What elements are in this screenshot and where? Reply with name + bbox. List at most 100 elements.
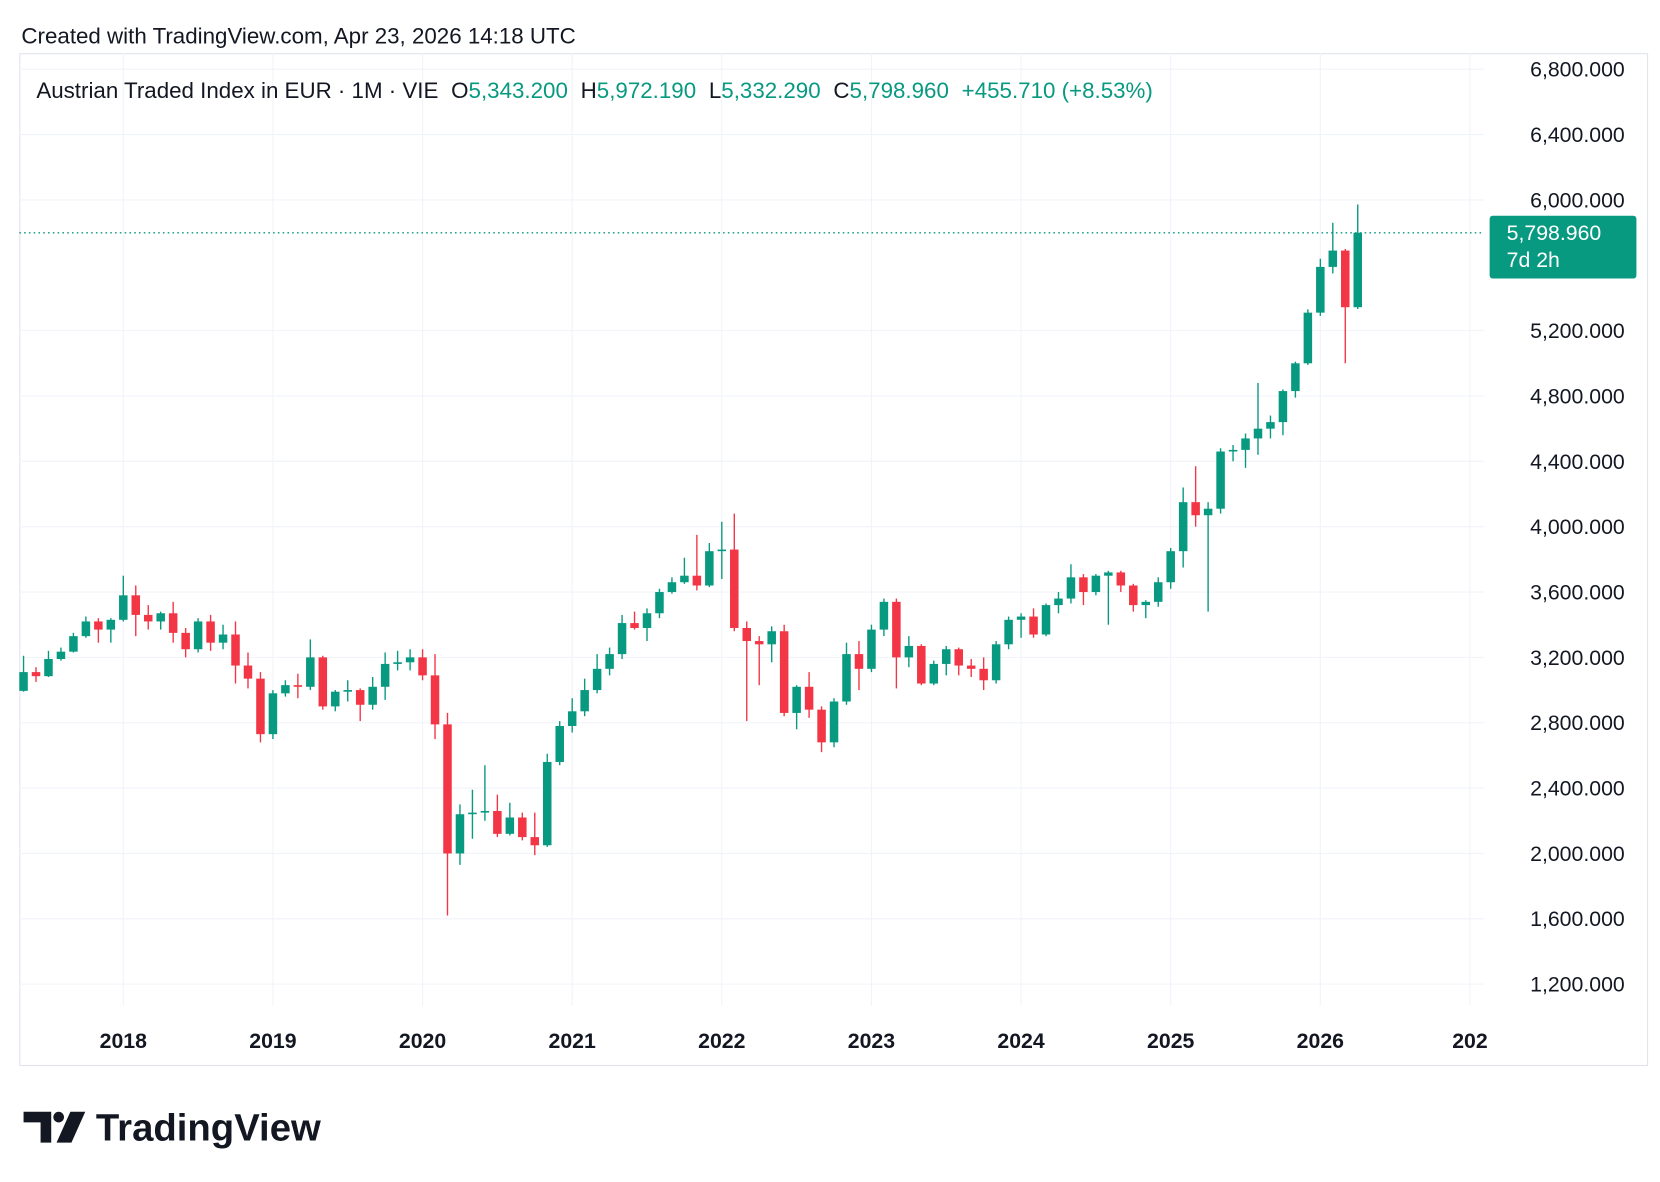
candle-body — [667, 582, 677, 593]
candle-body — [1079, 577, 1088, 593]
axes: 1,200.000 1,600.000 2,000.000 2,400.000 2,80… — [100, 58, 1637, 1053]
ohlc-value: 5,332.290 — [721, 78, 820, 103]
candle-body — [904, 645, 914, 658]
candle-body — [530, 837, 540, 846]
logo: TradingView — [23, 1107, 321, 1150]
y-tick-label: 1,200.000 — [1530, 973, 1625, 997]
candle-body — [355, 690, 365, 705]
candle-body — [1004, 619, 1013, 645]
x-tick-label: 2021 — [549, 1029, 596, 1053]
candle-body — [293, 685, 303, 687]
countdown: 7d 2h — [1507, 248, 1560, 272]
candle-body — [281, 685, 290, 694]
candle-body — [705, 551, 714, 586]
candle-body — [94, 621, 103, 630]
last-price-tag — [1489, 215, 1637, 279]
candle-body — [468, 812, 477, 815]
ohlc-value: 5,798.960 — [850, 78, 949, 103]
y-tick-label: 5,200.000 — [1530, 319, 1625, 343]
candle-body — [405, 657, 415, 663]
candle-body — [617, 623, 627, 655]
candle-body — [942, 649, 951, 664]
candle-body — [181, 632, 190, 650]
candle-body — [1141, 601, 1151, 606]
x-tick-label: 2022 — [698, 1029, 745, 1053]
candle-body — [555, 726, 564, 762]
candle-body — [867, 629, 876, 669]
candle-body — [1129, 585, 1138, 606]
candle-body — [480, 810, 490, 813]
candle-body — [1278, 391, 1288, 423]
candle-body — [979, 668, 988, 681]
candle-body — [1228, 449, 1238, 452]
candle-body — [879, 601, 889, 630]
candle-body — [817, 709, 826, 743]
y-tick-label: 3,600.000 — [1530, 580, 1625, 604]
candle-body — [331, 691, 340, 707]
y-tick-label: 2,000.000 — [1530, 842, 1625, 866]
candle-body — [892, 601, 901, 658]
candle-body — [1203, 508, 1213, 516]
candle-body — [131, 595, 141, 615]
candle-body — [119, 595, 128, 620]
candle-body — [966, 665, 976, 669]
logo-icon — [23, 1111, 52, 1143]
candle-body — [642, 613, 652, 628]
candle-body — [393, 662, 402, 664]
candle-body — [318, 657, 328, 707]
candle-body — [1253, 428, 1263, 439]
candle-body — [206, 621, 215, 643]
candle-body — [792, 686, 801, 713]
ohlc-label: O — [451, 78, 468, 103]
symbol-title: Austrian Traded Index in EUR · 1M · VIE — [36, 78, 438, 103]
chart-frame — [19, 53, 1649, 1067]
candle-body — [430, 675, 440, 725]
candle-body — [143, 614, 153, 622]
candle-body — [954, 649, 963, 666]
candle-body — [1303, 312, 1313, 364]
ohlc-label: C — [833, 78, 849, 103]
candle-body — [343, 690, 352, 692]
candle-body — [580, 690, 589, 712]
candle-body — [306, 657, 315, 687]
candle-body — [1316, 266, 1325, 313]
x-tick-label: 2025 — [1147, 1029, 1194, 1053]
candle-body — [567, 711, 577, 727]
candle-body — [505, 817, 515, 834]
x-tick-label: 202 — [1452, 1029, 1487, 1053]
y-tick-label: 4,800.000 — [1530, 384, 1625, 408]
candle-body — [493, 810, 502, 834]
candle-body — [742, 627, 752, 642]
x-tick-label: 2023 — [848, 1029, 895, 1053]
candle-body — [69, 636, 78, 652]
candle-body — [1091, 575, 1101, 593]
x-tick-label: 2024 — [997, 1029, 1044, 1053]
candle-body — [243, 665, 253, 679]
grid — [19, 53, 1485, 1006]
candle-body — [31, 672, 41, 677]
candle-body — [605, 654, 614, 669]
candle-body — [1054, 598, 1063, 606]
candle-body — [1241, 438, 1250, 450]
candle-body — [1328, 250, 1338, 267]
ohlc-value: 5,972.190 — [597, 78, 696, 103]
candle-body — [218, 634, 228, 643]
candle-body — [380, 663, 390, 687]
candle-body — [854, 654, 864, 669]
candle-body — [1191, 502, 1200, 516]
candle-body — [44, 659, 53, 677]
y-tick-label: 4,000.000 — [1530, 515, 1625, 539]
candle-body — [443, 724, 452, 854]
logo-icon — [56, 1111, 86, 1143]
y-tick-label: 2,400.000 — [1530, 777, 1625, 801]
candle-body — [730, 549, 739, 628]
candle-body — [1041, 605, 1051, 635]
candles — [19, 204, 1485, 916]
candle-body — [156, 613, 165, 622]
candle-body — [1353, 232, 1362, 308]
candle-body — [1216, 451, 1225, 509]
x-tick-label: 2020 — [399, 1029, 446, 1053]
candle-body — [268, 693, 278, 735]
